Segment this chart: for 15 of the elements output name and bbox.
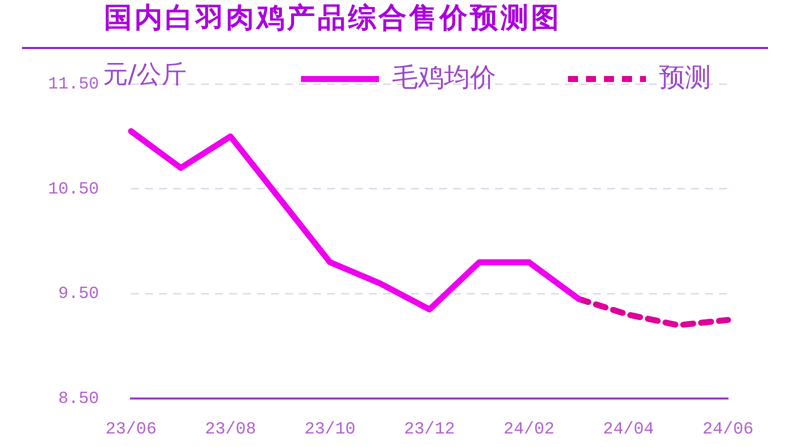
x-tick-label: 24/02 xyxy=(503,420,555,440)
y-tick-label: 9.50 xyxy=(58,285,100,304)
legend-label: 毛鸡均价 xyxy=(392,62,496,93)
y-axis-title: 元/公斤 xyxy=(103,60,186,88)
x-tick-label: 23/08 xyxy=(205,420,256,440)
x-tick-label: 23/06 xyxy=(106,420,157,440)
legend-label: 预测 xyxy=(659,62,711,93)
y-tick-label: 8.50 xyxy=(58,390,100,410)
y-tick-label: 10.50 xyxy=(48,180,100,200)
x-tick-label: 23/10 xyxy=(304,420,356,440)
x-tick-label: 24/06 xyxy=(702,420,754,440)
chart-title: 国内白羽肉鸡产品综合售价预测图 xyxy=(104,0,562,36)
x-tick-label: 23/12 xyxy=(404,420,456,440)
y-tick-label: 11.50 xyxy=(48,76,100,94)
x-tick-label: 24/04 xyxy=(602,420,654,440)
